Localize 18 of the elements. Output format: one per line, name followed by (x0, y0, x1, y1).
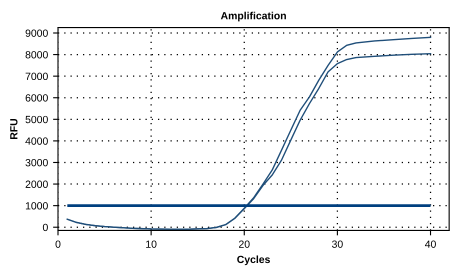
y-tick-label: 3000 (26, 158, 48, 166)
x-axis-title: Cycles (237, 255, 270, 266)
x-tick-label: 30 (332, 240, 343, 248)
chart-title: Amplification (220, 12, 286, 22)
y-tick-label: 0 (42, 224, 48, 232)
y-tick-label: 6000 (26, 94, 48, 102)
x-tick-label: 20 (238, 240, 250, 248)
x-tick-label: 0 (56, 240, 60, 248)
y-tick-label: 1000 (26, 202, 48, 210)
x-tick-label: 10 (146, 240, 157, 248)
y-tick-label: 9000 (26, 29, 48, 37)
y-tick-label: 8000 (26, 51, 48, 58)
x-tick-label: 40 (424, 240, 436, 248)
y-axis-title: RFU (10, 118, 18, 140)
y-tick-label: 2000 (26, 180, 48, 188)
y-tick-label: 4000 (25, 137, 48, 145)
y-tick-label: 7000 (26, 72, 48, 80)
y-tick-label: 5000 (26, 116, 48, 124)
